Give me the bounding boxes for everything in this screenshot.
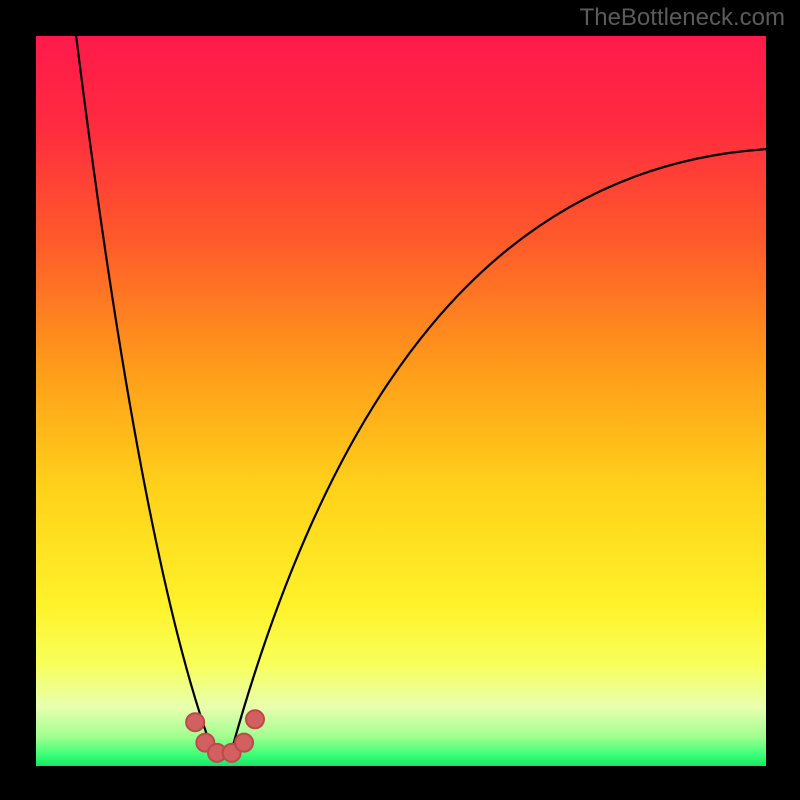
curve-layer [0,0,800,800]
min-marker [235,734,253,752]
watermark-label: TheBottleneck.com [580,4,785,32]
min-marker [246,710,264,728]
bottleneck-curve [76,36,766,755]
chart-root: TheBottleneck.com [0,0,800,800]
min-marker [186,713,204,731]
